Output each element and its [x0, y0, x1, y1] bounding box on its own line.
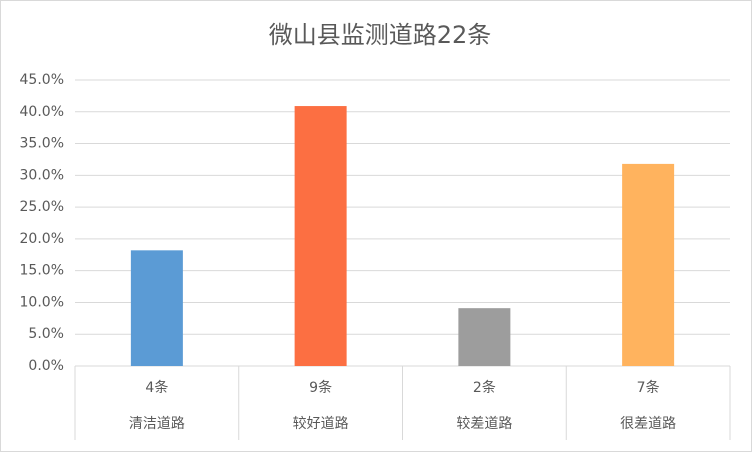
x-tick-count-label: 7条 — [637, 379, 660, 396]
y-tick-label: 10.0% — [20, 294, 64, 310]
y-tick-label: 15.0% — [20, 263, 64, 279]
x-tick-label: 很差道路 — [620, 416, 676, 432]
x-tick-label: 清洁道路 — [129, 416, 185, 432]
x-tick-label: 较好道路 — [293, 416, 349, 432]
bar — [458, 308, 511, 366]
x-tick-count-label: 2条 — [473, 379, 496, 396]
bar — [294, 106, 347, 367]
y-tick-label: 25.0% — [20, 199, 64, 215]
y-tick-label: 35.0% — [20, 136, 64, 152]
bar — [130, 250, 183, 366]
y-tick-label: 20.0% — [20, 231, 64, 247]
x-tick-count-label: 4条 — [145, 379, 168, 396]
y-tick-label: 5.0% — [28, 326, 64, 342]
chart-title: 微山县监测道路22条 — [269, 21, 492, 49]
x-tick-label: 较差道路 — [456, 416, 512, 432]
y-tick-label: 40.0% — [20, 104, 64, 120]
y-tick-label: 45.0% — [20, 72, 64, 88]
y-tick-label: 30.0% — [20, 167, 64, 183]
bar — [622, 163, 675, 366]
y-tick-label: 0.0% — [28, 358, 64, 374]
x-tick-count-label: 9条 — [309, 379, 332, 396]
